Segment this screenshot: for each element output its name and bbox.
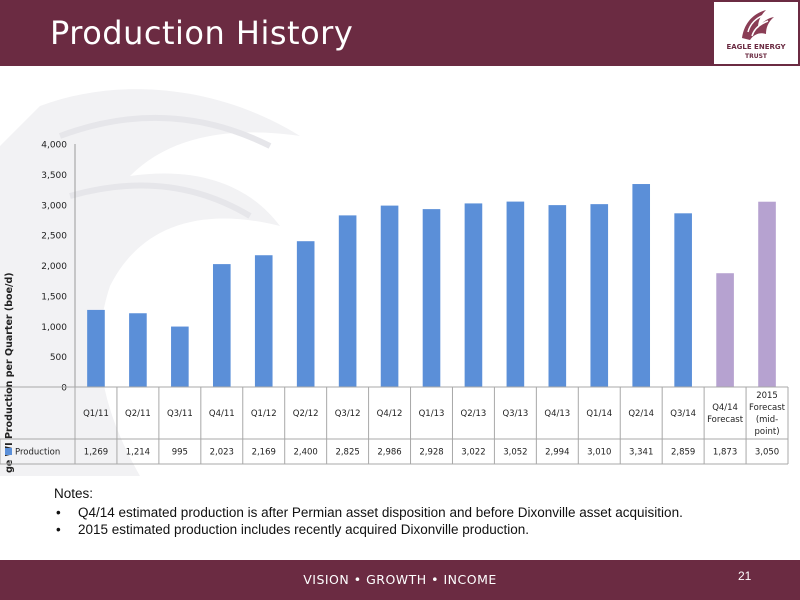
bar (338, 215, 357, 387)
logo-text-name: EAGLE ENERGY (726, 43, 786, 51)
bar (758, 201, 776, 387)
y-tick-label: 2,500 (41, 232, 67, 242)
footer-bar: VISION • GROWTH • INCOME 21 (0, 560, 800, 600)
bar (548, 205, 567, 387)
data-value-label: 1,873 (713, 448, 737, 458)
x-tick-label: Q2/12 (293, 409, 319, 419)
data-value-label: 2,169 (252, 448, 276, 458)
x-tick-label: Q4/13 (544, 409, 570, 419)
bar (254, 255, 273, 387)
bar (296, 241, 315, 387)
production-chart: Average WI Production per Quarter (boe/d… (0, 141, 789, 473)
x-tick-label: Q3/12 (335, 409, 361, 419)
x-tick-label: Forecast (707, 415, 744, 425)
note-item: Q4/14 estimated production is after Perm… (56, 504, 683, 521)
y-tick-label: 4,000 (41, 141, 67, 151)
notes-list: Q4/14 estimated production is after Perm… (54, 504, 683, 538)
eagle-logo-icon (742, 10, 774, 40)
bar (716, 273, 734, 387)
logo-text-trust: TRUST (745, 53, 767, 60)
slide-title: Production History (50, 14, 354, 52)
x-tick-label: Q1/11 (83, 409, 109, 419)
data-value-label: 1,269 (84, 448, 108, 458)
x-tick-label: Forecast (749, 403, 786, 413)
bar (171, 326, 189, 387)
bar (590, 204, 609, 387)
x-tick-label: Q1/13 (419, 409, 445, 419)
data-value-label: 3,052 (503, 448, 527, 458)
data-value-label: 2,994 (545, 448, 569, 458)
y-tick-label: 1,000 (41, 323, 67, 333)
bar (632, 184, 651, 387)
title-bar: Production History EAGLE ENERGY TRUST (0, 0, 800, 66)
y-tick-label: 3,000 (41, 201, 67, 211)
y-tick-label: 2,000 (41, 262, 67, 272)
page-number: 21 (738, 569, 752, 583)
bar (380, 205, 399, 387)
data-value-label: 995 (172, 448, 188, 458)
x-tick-label: Q4/14 (712, 403, 738, 413)
x-tick-label: Q4/11 (209, 409, 235, 419)
x-tick-label: Q4/12 (377, 409, 403, 419)
data-value-label: 3,022 (461, 448, 485, 458)
y-tick-label: 0 (61, 384, 67, 394)
x-tick-label: Q3/14 (670, 409, 696, 419)
y-tick-label: 3,500 (41, 171, 67, 181)
notes-section: Notes: Q4/14 estimated production is aft… (54, 486, 683, 538)
x-tick-label: Q2/14 (628, 409, 654, 419)
x-tick-label: Q1/14 (586, 409, 612, 419)
notes-heading: Notes: (54, 486, 94, 501)
data-value-label: 2,859 (671, 448, 695, 458)
y-axis-title: Average WI Production per Quarter (boe/d… (4, 272, 15, 473)
data-value-label: 1,214 (126, 448, 150, 458)
y-tick-label: 1,500 (41, 292, 67, 302)
x-tick-label: Q2/11 (125, 409, 151, 419)
data-value-label: 2,023 (210, 448, 234, 458)
bar (464, 203, 483, 387)
x-tick-label: Q1/12 (251, 409, 277, 419)
company-logo: EAGLE ENERGY TRUST (714, 2, 798, 64)
bar (87, 309, 105, 387)
x-tick-label: Q3/11 (167, 409, 193, 419)
tagline: VISION • GROWTH • INCOME (303, 572, 497, 587)
x-tick-label: 2015 (756, 391, 778, 401)
bar (506, 201, 525, 387)
data-value-label: 2,400 (294, 448, 318, 458)
data-value-label: 2,928 (419, 448, 443, 458)
legend-swatch (5, 448, 12, 455)
bar (129, 313, 147, 387)
data-value-label: 3,341 (629, 448, 653, 458)
data-value-label: 3,010 (587, 448, 611, 458)
x-tick-label: point) (755, 427, 780, 437)
bar (674, 213, 692, 387)
series-name-label: Production (15, 448, 60, 458)
bar (212, 264, 231, 387)
bar (422, 209, 441, 387)
y-tick-label: 500 (50, 353, 67, 363)
data-value-label: 2,986 (377, 448, 401, 458)
x-tick-label: Q3/13 (502, 409, 528, 419)
x-tick-label: (mid- (756, 415, 778, 425)
x-tick-label: Q2/13 (461, 409, 487, 419)
note-item: 2015 estimated production includes recen… (56, 521, 683, 538)
data-value-label: 3,050 (755, 448, 779, 458)
data-value-label: 2,825 (335, 448, 359, 458)
